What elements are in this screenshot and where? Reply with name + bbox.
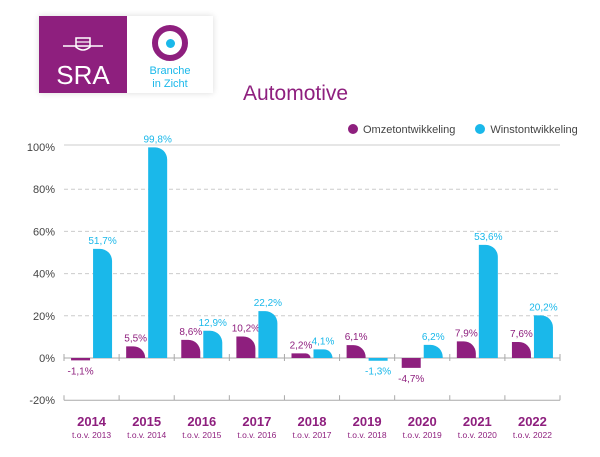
- sra-logo: SRA: [39, 16, 127, 93]
- x-subtick-label: t.o.v. 2014: [127, 430, 166, 440]
- sra-text: SRA: [56, 60, 110, 90]
- x-subtick-label: t.o.v. 2015: [182, 430, 221, 440]
- x-tick-label: 2016: [187, 414, 216, 429]
- legend-label: Winstontwikkeling: [490, 124, 578, 136]
- data-label: 4,1%: [312, 336, 335, 347]
- data-label: 6,1%: [345, 332, 368, 343]
- data-label: 22,2%: [254, 298, 282, 309]
- data-label: 20,2%: [529, 302, 557, 313]
- y-tick-label: 60%: [33, 226, 55, 238]
- omzet-bar: [511, 341, 531, 358]
- data-label: 53,6%: [474, 232, 502, 243]
- legend-omzet: Omzetontwikkeling: [348, 124, 455, 136]
- winst-bar: [93, 248, 113, 358]
- winst-bar: [313, 349, 333, 358]
- data-label: -1,1%: [67, 366, 93, 377]
- omzet-bar: [456, 341, 476, 358]
- winst-bar: [533, 315, 553, 358]
- data-label: 5,5%: [124, 333, 147, 344]
- legend-winst: Winstontwikkeling: [475, 124, 578, 136]
- target-icon: [152, 25, 188, 61]
- x-subtick-label: t.o.v. 2022: [513, 430, 552, 440]
- omzet-bar: [401, 358, 421, 368]
- y-tick-label: 20%: [33, 311, 55, 323]
- winst-bar: [368, 358, 388, 361]
- data-label: 10,2%: [232, 323, 260, 334]
- omzet-bar: [346, 345, 366, 358]
- data-label: 51,7%: [88, 236, 116, 247]
- x-subtick-label: t.o.v. 2016: [237, 430, 276, 440]
- data-label: 7,9%: [455, 328, 478, 339]
- winst-bar: [258, 311, 278, 358]
- y-tick-label: 40%: [33, 269, 55, 281]
- omzet-bar: [236, 336, 256, 358]
- winst-bar: [478, 244, 498, 358]
- x-subtick-label: t.o.v. 2018: [348, 430, 387, 440]
- omzet-bar: [126, 346, 146, 358]
- legend: Omzetontwikkeling Winstontwikkeling: [348, 124, 578, 136]
- y-tick-label: 80%: [33, 184, 55, 196]
- data-label: 8,6%: [179, 327, 202, 338]
- x-tick-label: 2018: [298, 414, 327, 429]
- data-label: 7,6%: [510, 329, 533, 340]
- branche-in-zicht-logo: Branche in Zicht: [127, 16, 213, 93]
- x-subtick-label: t.o.v. 2019: [403, 430, 442, 440]
- logo-line2: in Zicht: [152, 78, 188, 90]
- legend-label: Omzetontwikkeling: [363, 124, 456, 136]
- omzet-bar: [71, 358, 91, 361]
- data-label: 6,2%: [422, 332, 445, 343]
- x-tick-label: 2019: [353, 414, 382, 429]
- x-subtick-label: t.o.v. 2017: [292, 430, 331, 440]
- x-tick-label: 2017: [242, 414, 271, 429]
- y-tick-label: -20%: [29, 395, 55, 407]
- omzet-bar: [291, 353, 311, 358]
- data-label: 99,8%: [143, 134, 171, 145]
- winst-bar: [148, 147, 168, 358]
- x-subtick-label: t.o.v. 2013: [72, 430, 111, 440]
- logo: SRA Branche in Zicht: [39, 16, 213, 93]
- data-label: 2,2%: [290, 340, 313, 351]
- data-label: 12,9%: [199, 318, 227, 329]
- y-tick-label: 100%: [27, 142, 55, 154]
- x-subtick-label: t.o.v. 2020: [458, 430, 497, 440]
- winst-bar: [423, 344, 443, 358]
- data-label: -1,3%: [365, 367, 391, 378]
- omzet-bar: [181, 339, 201, 358]
- y-tick-label: 0%: [39, 353, 55, 365]
- x-tick-label: 2021: [463, 414, 492, 429]
- x-tick-label: 2014: [77, 414, 107, 429]
- x-tick-label: 2020: [408, 414, 437, 429]
- crest-icon: [63, 37, 103, 51]
- data-label: -4,7%: [398, 374, 424, 385]
- logo-line1: Branche: [149, 65, 191, 77]
- x-tick-label: 2015: [132, 414, 161, 429]
- x-tick-label: 2022: [518, 414, 547, 429]
- winst-bar: [203, 330, 223, 358]
- chart-title: Automotive: [243, 82, 349, 105]
